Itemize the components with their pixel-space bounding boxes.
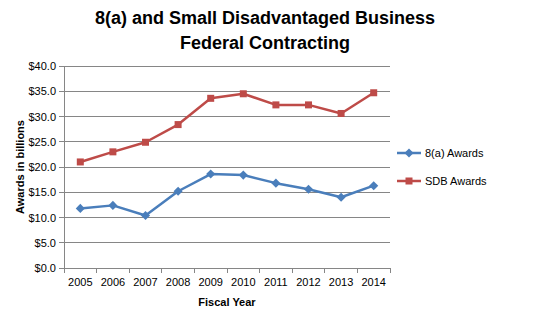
data-point — [109, 148, 116, 155]
data-point — [206, 170, 215, 179]
y-tick-label: $20.0 — [28, 161, 56, 173]
x-tick-mark — [259, 268, 260, 273]
grid-line — [64, 192, 390, 193]
series-line — [80, 93, 373, 162]
x-tick-label: 2014 — [361, 276, 385, 288]
y-tick — [59, 268, 64, 269]
y-tick — [59, 217, 64, 218]
x-tick-label: 2008 — [166, 276, 190, 288]
y-tick-label: $30.0 — [28, 111, 56, 123]
data-point — [304, 185, 313, 194]
x-tick-mark — [324, 268, 325, 273]
x-tick-label: 2009 — [198, 276, 222, 288]
grid-line — [64, 167, 390, 168]
grid-line — [64, 217, 390, 218]
data-point — [240, 90, 247, 97]
data-point — [142, 139, 149, 146]
y-tick — [59, 192, 64, 193]
data-point — [338, 110, 345, 117]
y-tick-label: $10.0 — [28, 212, 56, 224]
x-tick-label: 2005 — [68, 276, 92, 288]
y-tick — [59, 91, 64, 92]
x-tick-mark — [357, 268, 358, 273]
x-tick-mark — [227, 268, 228, 273]
y-tick — [59, 141, 64, 142]
grid-line — [64, 91, 390, 92]
y-axis-title: Awards in billions — [14, 120, 26, 214]
data-point — [369, 181, 378, 190]
y-tick — [59, 167, 64, 168]
y-tick-label: $5.0 — [35, 237, 56, 249]
chart-title: 8(a) and Small Disadvantaged Business Fe… — [70, 6, 460, 56]
x-tick-mark — [96, 268, 97, 273]
data-point — [207, 95, 214, 102]
x-tick-label: 2010 — [231, 276, 255, 288]
y-tick-label: $15.0 — [28, 186, 56, 198]
data-point — [370, 89, 377, 96]
x-tick-label: 2011 — [264, 276, 288, 288]
x-tick-mark — [161, 268, 162, 273]
y-axis — [64, 66, 65, 268]
x-tick-mark — [194, 268, 195, 273]
data-point — [175, 121, 182, 128]
data-point — [305, 101, 312, 108]
data-point — [337, 193, 346, 202]
x-tick-label: 2012 — [296, 276, 320, 288]
data-point — [174, 187, 183, 196]
x-axis-title: Fiscal Year — [198, 296, 256, 308]
grid-line — [64, 242, 390, 243]
data-point — [271, 179, 280, 188]
data-point — [108, 201, 117, 210]
y-tick — [59, 66, 64, 67]
y-tick-label: $40.0 — [28, 60, 56, 72]
x-tick-label: 2006 — [101, 276, 125, 288]
legend-label: 8(a) Awards — [425, 147, 484, 159]
data-point — [141, 211, 150, 220]
y-tick — [59, 242, 64, 243]
x-tick-mark — [292, 268, 293, 273]
x-tick-mark — [64, 268, 65, 273]
x-tick-mark — [390, 268, 391, 273]
legend: 8(a) Awards SDB Awards — [397, 147, 487, 187]
y-tick-label: $0.0 — [35, 262, 56, 274]
y-tick — [59, 116, 64, 117]
grid-line — [64, 141, 390, 142]
plot-area — [76, 89, 379, 220]
x-tick-mark — [129, 268, 130, 273]
data-point — [272, 101, 279, 108]
data-point — [76, 204, 85, 213]
series-line — [80, 174, 373, 215]
legend-marker — [406, 178, 413, 185]
legend-label: SDB Awards — [425, 175, 487, 187]
x-tick-label: 2007 — [133, 276, 157, 288]
x-tick-label: 2013 — [329, 276, 353, 288]
chart: $0.0 $5.0 $10.0 $15.0 $20.0 $25.0 $30.0 $35.0 $4… — [0, 0, 538, 332]
legend-marker — [404, 148, 413, 157]
data-point — [239, 171, 248, 180]
grid-line — [64, 66, 390, 67]
y-tick-label: $35.0 — [28, 85, 56, 97]
y-tick-label: $25.0 — [28, 136, 56, 148]
data-point — [77, 158, 84, 165]
